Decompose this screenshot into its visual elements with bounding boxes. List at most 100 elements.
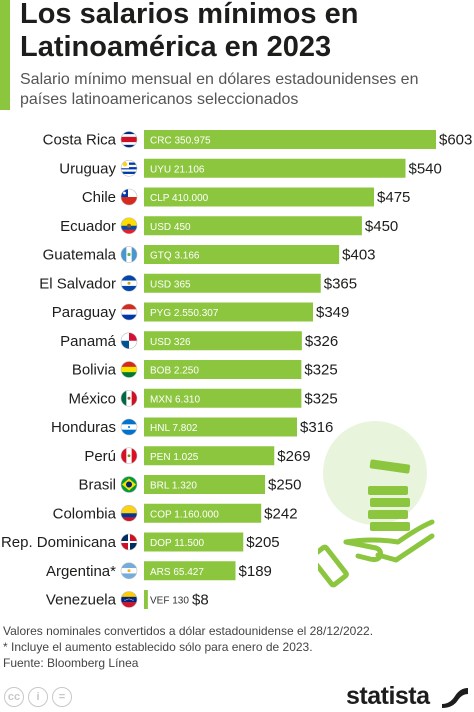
category-label: Brasil: [78, 477, 116, 494]
category-label: Paraguay: [52, 304, 117, 321]
local-currency-label: BOB 2.250: [150, 366, 199, 377]
value-label: $8: [192, 592, 209, 609]
uruguay-flag-icon: [120, 159, 138, 177]
paraguay-flag-icon: [120, 303, 138, 321]
footnote-argentina: * Incluye el aumento establecido sólo pa…: [3, 640, 313, 654]
statista-logo-mark-icon: [442, 688, 468, 708]
value-label: $450: [365, 218, 398, 235]
category-label: Venezuela: [46, 592, 117, 609]
value-label: $250: [268, 477, 301, 494]
hand-with-coins-icon: [318, 421, 435, 588]
category-label: México: [68, 390, 116, 407]
local-currency-label: HNL 7.802: [150, 423, 198, 434]
ecuador-flag-icon: [120, 217, 138, 235]
bar: [144, 158, 406, 178]
el-salvador-flag-icon: [120, 274, 138, 292]
local-currency-label: VEF 130: [150, 596, 189, 607]
value-label: $316: [300, 419, 333, 436]
value-label: $603: [439, 132, 472, 149]
local-currency-label: BRL 1.320: [150, 481, 197, 492]
mexico-flag-icon: [120, 389, 138, 407]
bar-row: Ecuador USD 450 $450: [60, 216, 398, 236]
category-label: Perú: [84, 448, 116, 465]
bar-row: Brasil BRL 1.320 $250: [78, 475, 301, 494]
category-label: Colombia: [53, 505, 117, 522]
bar-row: Argentina* ARS 65.427 $189: [46, 561, 272, 581]
argentina-flag-icon: [120, 562, 138, 580]
page-subtitle: Salario mínimo mensual en dólares estado…: [20, 71, 419, 108]
bar: [144, 417, 298, 437]
bar-row: Costa Rica CRC 350.975 $603: [43, 130, 472, 149]
value-label: $540: [408, 160, 441, 177]
category-label: Chile: [82, 189, 116, 206]
license-icons: cc i =: [4, 687, 72, 707]
bar: [144, 245, 340, 264]
page-title: Los salarios mínimos en Latinoamérica en…: [20, 0, 359, 63]
bar: [144, 590, 148, 609]
local-currency-label: CRC 350.975: [150, 136, 211, 147]
local-currency-label: MXN 6.310: [150, 394, 200, 405]
costa-rica-flag-icon: [120, 131, 138, 148]
bar: [144, 302, 314, 322]
value-label: $349: [316, 304, 349, 321]
local-currency-label: ARS 65.427: [150, 567, 204, 578]
bar-row: Guatemala GTQ 3.166 $403: [43, 245, 376, 264]
local-currency-label: PYG 2.550.307: [150, 308, 219, 319]
colombia-flag-icon: [120, 504, 138, 522]
category-label: Bolivia: [72, 362, 117, 379]
brazil-flag-icon: [120, 476, 138, 493]
title-accent-bar: [0, 0, 10, 110]
local-currency-label: PEN 1.025: [150, 452, 199, 463]
bar-row: Honduras HNL 7.802 $316: [51, 417, 333, 437]
bar: [144, 446, 275, 466]
chile-flag-icon: [120, 188, 138, 206]
source-note: Fuente: Bloomberg Línea: [3, 656, 139, 670]
category-label: Rep. Dominicana: [1, 534, 117, 551]
value-label: $325: [304, 390, 337, 407]
guatemala-flag-icon: [120, 246, 138, 263]
bar-row: Uruguay UYU 21.106 $540: [59, 158, 442, 178]
bar-row: El Salvador USD 365 $365: [39, 273, 357, 293]
local-currency-label: GTQ 3.166: [150, 251, 200, 262]
category-label: Uruguay: [59, 160, 116, 177]
bar-row: México MXN 6.310 $325: [68, 388, 338, 408]
category-label: Honduras: [51, 419, 116, 436]
value-label: $326: [305, 333, 338, 350]
cc-icon[interactable]: cc: [4, 687, 24, 707]
footer-notes: Valores nominales convertidos a dólar es…: [3, 623, 463, 671]
bar: [144, 360, 302, 379]
bar: [144, 216, 362, 236]
bar-row: Rep. Dominicana DOP 11.500 $205: [1, 532, 280, 552]
bar-row: Paraguay PYG 2.550.307 $349: [52, 302, 349, 322]
local-currency-label: DOP 11.500: [150, 538, 205, 549]
honduras-flag-icon: [120, 418, 138, 436]
statista-logo[interactable]: statista: [346, 682, 430, 710]
local-currency-label: COP 1.160.000: [150, 509, 219, 520]
dominican-republic-flag-icon: [120, 533, 138, 551]
bar-row: Chile CLP 410.000 $475: [82, 187, 410, 207]
value-label: $403: [342, 247, 375, 264]
bar: [144, 503, 262, 523]
bar: [144, 475, 266, 494]
value-label: $475: [377, 189, 410, 206]
local-currency-label: CLP 410.000: [150, 193, 209, 204]
category-label: Panamá: [60, 333, 117, 350]
category-label: Ecuador: [60, 218, 116, 235]
peru-flag-icon: [120, 447, 138, 465]
category-label: Costa Rica: [43, 132, 117, 149]
value-label: $325: [304, 362, 337, 379]
bar: [144, 388, 302, 408]
local-currency-label: USD 326: [150, 337, 191, 348]
bar-row: Colombia COP 1.160.000 $242: [53, 503, 298, 523]
category-label: Guatemala: [43, 247, 117, 264]
category-label: El Salvador: [39, 275, 116, 292]
value-label: $205: [246, 534, 279, 551]
bar: [144, 273, 321, 293]
bar: [144, 187, 375, 207]
local-currency-label: USD 450: [150, 222, 191, 233]
category-label: Argentina*: [46, 563, 116, 580]
no-derivatives-icon[interactable]: =: [52, 687, 72, 707]
attribution-icon[interactable]: i: [28, 687, 48, 707]
value-label: $365: [324, 275, 357, 292]
bar-row: Perú PEN 1.025 $269: [84, 446, 311, 466]
